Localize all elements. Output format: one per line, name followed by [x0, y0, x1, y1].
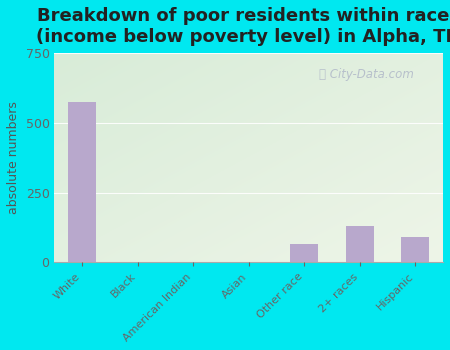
Bar [401, 237, 429, 262]
Bar [290, 244, 318, 262]
Bar [346, 226, 374, 262]
Text: ⓘ City-Data.com: ⓘ City-Data.com [319, 68, 414, 80]
Bar [68, 102, 96, 262]
Y-axis label: absolute numbers: absolute numbers [7, 101, 20, 214]
Title: Breakdown of poor residents within races
(income below poverty level) in Alpha, : Breakdown of poor residents within races… [36, 7, 450, 46]
